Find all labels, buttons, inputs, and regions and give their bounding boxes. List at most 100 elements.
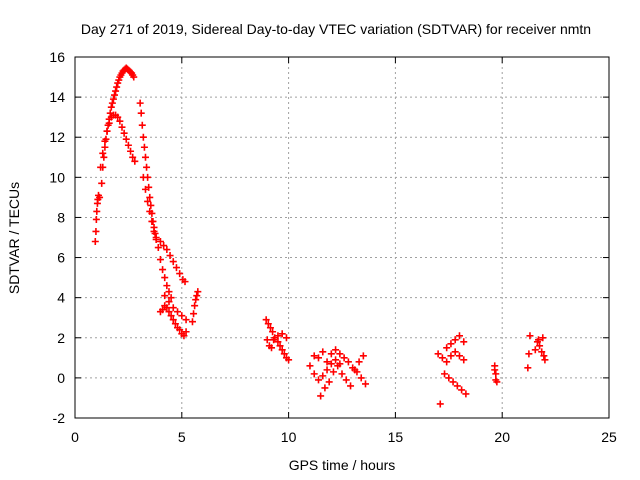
data-point-tail [167, 312, 175, 320]
plot-area-frame [74, 56, 610, 419]
data-point-tail [193, 292, 201, 300]
data-points [91, 64, 549, 408]
data-point-cluster-19h [493, 378, 501, 386]
data-point-descent [167, 294, 175, 302]
data-point-cluster-9h [274, 332, 282, 340]
data-point-cluster-9h [280, 350, 288, 358]
data-point-tail [182, 316, 190, 324]
data-point-cluster-9h [278, 346, 286, 354]
data-point-rise-lower [105, 119, 113, 127]
data-point-shoulder [163, 246, 171, 254]
data-point-rise-lower [120, 129, 128, 137]
data-point-cluster-12h [361, 380, 369, 388]
y-tick-label: 12 [49, 129, 65, 145]
data-point-rise-upper [113, 83, 121, 91]
y-tick-label: 14 [49, 89, 65, 105]
data-point-tail [180, 332, 188, 340]
x-tick-label: 20 [494, 429, 510, 445]
data-point-cluster-9h [264, 320, 272, 328]
data-point-cluster-17h [438, 354, 446, 362]
data-point-cluster-9h [276, 342, 284, 350]
data-point-tail [178, 312, 186, 320]
data-point-cluster-9h [266, 324, 274, 332]
data-point-cluster-19h [491, 366, 499, 374]
data-point-rise-upper [98, 179, 106, 187]
data-point-shoulder [181, 278, 189, 286]
data-point-tail [188, 318, 196, 326]
data-point-descent [138, 121, 146, 129]
y-tick-label: 0 [57, 370, 65, 386]
data-point-descent [144, 197, 152, 205]
data-point-cluster-17h [441, 370, 449, 378]
data-point-cluster-12h [319, 348, 327, 356]
data-point-cluster-17h [455, 332, 463, 340]
data-point-onset [93, 207, 101, 215]
data-point-cluster-12h [340, 354, 348, 362]
data-point-cluster-9h [274, 338, 282, 346]
data-point-cluster-9h [278, 330, 286, 338]
data-point-descent [141, 153, 149, 161]
x-tick-label: 15 [388, 429, 404, 445]
data-point-cluster-12h [323, 358, 331, 366]
data-point-cluster-12h [332, 356, 340, 364]
data-point-cluster-21h [536, 342, 544, 350]
data-point-descent [140, 143, 148, 151]
grid [75, 57, 609, 418]
data-point-rise-lower [131, 157, 139, 165]
data-point-cluster-12h [327, 350, 335, 358]
data-point-cluster-21h [535, 336, 543, 344]
data-point-cluster-19h [492, 370, 500, 378]
y-tick-label: 6 [57, 250, 65, 266]
data-point-descent [154, 244, 162, 252]
data-point-rise-upper [107, 103, 115, 111]
data-point-shoulder [156, 238, 164, 246]
data-point-cluster-17h [445, 374, 453, 382]
data-point-tail [165, 308, 173, 316]
x-axis-label: GPS time / hours [289, 457, 396, 473]
data-point-tail [161, 292, 169, 300]
data-point-tail [163, 304, 171, 312]
data-point-tail [190, 310, 198, 318]
data-point-cluster-17h [443, 344, 451, 352]
data-point-onset [96, 193, 104, 201]
data-point-rise-lower [99, 149, 107, 157]
x-axis-ticks: 0 5 10 15 20 25 [71, 57, 617, 445]
data-point-tail [169, 304, 177, 312]
data-point-cluster-21h [525, 350, 533, 358]
data-point-cluster-9h [269, 328, 277, 336]
data-point-cluster-12h [329, 368, 337, 376]
data-point-cluster-17h [455, 352, 463, 360]
data-point-cluster-17h [436, 400, 444, 408]
data-point-shoulder [160, 242, 168, 250]
data-point-tail [192, 296, 200, 304]
data-point-shoulder [166, 252, 174, 260]
y-tick-label: 4 [57, 290, 65, 306]
data-point-onset [91, 238, 99, 246]
data-point-cluster-17h [453, 382, 461, 390]
data-point-descent [161, 274, 169, 282]
data-point-cluster-17h [458, 386, 466, 394]
data-point-tail [159, 306, 167, 314]
data-point-cluster-12h [323, 366, 331, 374]
data-point-tail [174, 308, 182, 316]
x-tick-label: 10 [281, 429, 297, 445]
data-point-cluster-17h [462, 390, 470, 398]
data-point-shoulder [172, 264, 180, 272]
chart-title: Day 271 of 2019, Sidereal Day-to-day VTE… [81, 21, 591, 37]
data-point-cluster-17h [451, 336, 459, 344]
data-point-cluster-9h [262, 316, 270, 324]
data-point-rise-lower [97, 163, 105, 171]
data-point-cluster-17h [443, 358, 451, 366]
data-point-descent [146, 193, 154, 201]
data-point-cluster-17h [447, 352, 455, 360]
data-point-rise-upper [108, 99, 116, 107]
data-point-rise-lower [101, 137, 109, 145]
data-point-cluster-21h [524, 364, 532, 372]
data-point-rise-upper [130, 73, 138, 81]
data-point-tail [165, 298, 173, 306]
data-point-cluster-12h [342, 376, 350, 384]
data-point-tail [176, 326, 184, 334]
data-point-tail [194, 288, 202, 296]
data-point-rise-upper [112, 87, 120, 95]
